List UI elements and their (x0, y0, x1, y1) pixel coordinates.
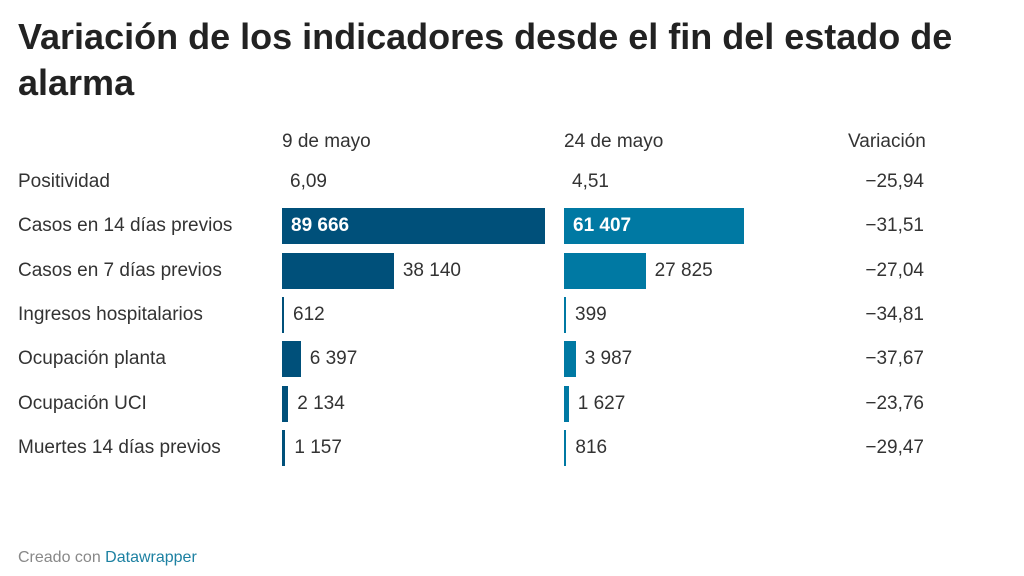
cell-may24: 61 407 (564, 208, 834, 245)
value-variation: −27,04 (865, 259, 924, 281)
value-may24: 3 987 (584, 348, 633, 370)
table-row: Casos en 14 días previos 89 666 61 407 −31,… (0, 204, 1024, 248)
value-may9: 38 140 (402, 259, 461, 281)
cell-may24: 816 (564, 429, 834, 466)
cell-may9: 1 157 (282, 429, 552, 466)
bar-may24 (564, 429, 567, 466)
cell-may24: 4,51 (564, 164, 834, 200)
bar-may24 (564, 296, 566, 333)
value-variation: −25,94 (865, 171, 924, 192)
bar-may9 (282, 429, 286, 466)
row-label: Casos en 7 días previos (18, 259, 222, 281)
bar-may9 (282, 208, 545, 245)
header-may9: 9 de mayo (282, 131, 371, 152)
value-variation: −29,47 (865, 436, 924, 458)
table-row: Ocupación UCI 2 134 1 627 −23,76 (0, 382, 1024, 426)
value-may24: 61 407 (573, 215, 632, 237)
row-label: Positividad (18, 171, 110, 192)
cell-may9: 6 397 (282, 341, 552, 378)
value-variation: −23,76 (865, 392, 924, 414)
row-label: Ocupación planta (18, 348, 166, 370)
table-row: Positividad 6,09 4,51 −25,94 (0, 160, 1024, 204)
cell-may9: 612 (282, 296, 552, 333)
bar-may9 (282, 252, 394, 289)
bar-may24 (564, 385, 569, 422)
bar-may24 (564, 252, 646, 289)
bar-may9 (282, 296, 284, 333)
table-row: Muertes 14 días previos 1 157 816 −29,47 (0, 426, 1024, 470)
row-label: Casos en 14 días previos (18, 215, 233, 237)
datawrapper-link[interactable]: Datawrapper (105, 549, 197, 566)
value-may9: 89 666 (291, 215, 350, 237)
value-may9: 2 134 (297, 392, 345, 414)
row-label: Muertes 14 días previos (18, 436, 221, 458)
bar-may9 (282, 341, 301, 378)
cell-may24: 1 627 (564, 385, 834, 422)
cell-may24: 27 825 (564, 252, 834, 289)
header-variation: Variación (848, 131, 926, 152)
value-may24: 1 627 (577, 392, 626, 414)
value-may24: 399 (575, 303, 607, 325)
cell-may9: 2 134 (282, 385, 552, 422)
row-label: Ocupación UCI (18, 392, 147, 414)
table-row: Casos en 7 días previos 38 140 27 825 −27,0… (0, 249, 1024, 293)
value-may9: 6,09 (290, 171, 327, 192)
value-variation: −31,51 (865, 215, 924, 237)
footer-text: Creado con (18, 549, 101, 566)
value-variation: −34,81 (865, 303, 924, 325)
chart-title: Variación de los indicadores desde el fi… (18, 16, 953, 103)
table-row: Ingresos hospitalarios 612 399 −34,81 (0, 293, 1024, 337)
table-row: Ocupación planta 6 397 3 987 −37,67 (0, 337, 1024, 381)
value-may9: 1 157 (294, 436, 342, 458)
footer: Creado con Datawrapper (18, 549, 197, 567)
value-may9: 6 397 (309, 348, 358, 370)
bar-may24 (564, 341, 576, 378)
value-may9: 612 (293, 303, 325, 325)
cell-may24: 3 987 (564, 341, 834, 378)
row-label: Ingresos hospitalarios (18, 303, 203, 325)
value-may24: 27 825 (654, 259, 713, 281)
header-may24: 24 de mayo (564, 131, 664, 152)
cell-may9: 38 140 (282, 252, 552, 289)
value-variation: −37,67 (865, 348, 924, 370)
bar-may24 (564, 208, 745, 245)
cell-may9: 89 666 (282, 208, 552, 245)
cell-may24: 399 (564, 296, 834, 333)
value-may24: 816 (575, 436, 608, 458)
cell-may9: 6,09 (282, 164, 552, 200)
value-may24: 4,51 (572, 171, 609, 192)
bar-may9 (282, 385, 289, 422)
